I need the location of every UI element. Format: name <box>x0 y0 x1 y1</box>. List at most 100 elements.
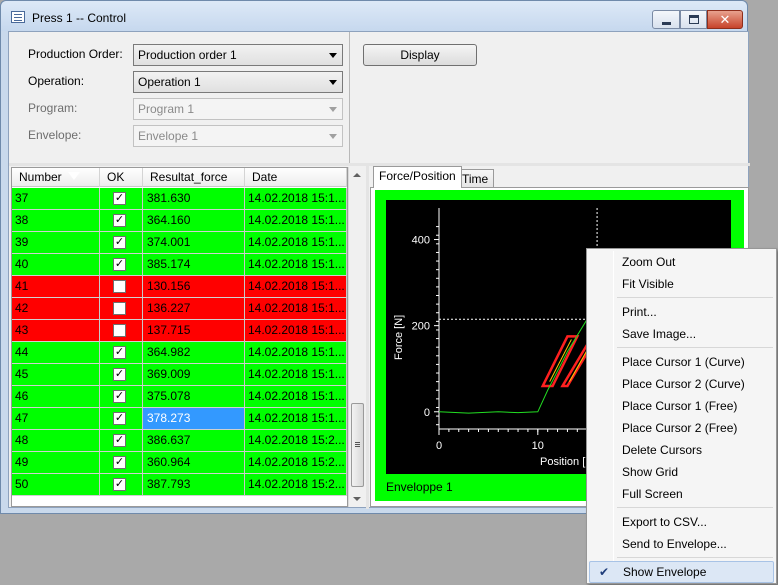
ok-checkbox[interactable]: ✓ <box>113 346 126 359</box>
cell-resultat-force[interactable]: 378.273 <box>143 408 245 429</box>
table-row[interactable]: 41 130.156 14.02.2018 15:1... <box>12 276 347 298</box>
menu-item-send-to-envelope[interactable]: Send to Envelope... <box>589 533 774 555</box>
column-header-ok[interactable]: OK <box>100 168 143 187</box>
vertical-splitter[interactable] <box>366 163 369 509</box>
cell-date[interactable]: 14.02.2018 15:1... <box>245 210 347 231</box>
ok-checkbox[interactable]: ✓ <box>113 214 126 227</box>
column-header-number[interactable]: Number <box>12 168 100 187</box>
cell-number[interactable]: 50 <box>12 474 100 495</box>
force-position-chart[interactable]: 400200001020 Force [N] Position [ <box>386 200 731 474</box>
cell-resultat-force[interactable]: 387.793 <box>143 474 245 495</box>
cell-number[interactable]: 41 <box>12 276 100 297</box>
maximize-button[interactable] <box>680 10 707 29</box>
menu-item-export-to-csv[interactable]: Export to CSV... <box>589 511 774 533</box>
display-button[interactable]: Display <box>363 44 477 66</box>
ok-checkbox[interactable]: ✓ <box>113 456 126 469</box>
cell-number[interactable]: 39 <box>12 232 100 253</box>
column-header-resultat-force[interactable]: Resultat_force <box>143 168 245 187</box>
ok-checkbox[interactable]: ✓ <box>113 478 126 491</box>
cell-resultat-force[interactable]: 137.715 <box>143 320 245 341</box>
table-row[interactable]: 44 ✓ 364.982 14.02.2018 15:1... <box>12 342 347 364</box>
ok-checkbox[interactable] <box>113 302 126 315</box>
cell-resultat-force[interactable]: 374.001 <box>143 232 245 253</box>
cell-date[interactable]: 14.02.2018 15:1... <box>245 254 347 275</box>
close-button[interactable]: ✕ <box>707 10 743 29</box>
cell-resultat-force[interactable]: 364.982 <box>143 342 245 363</box>
cell-date[interactable]: 14.02.2018 15:1... <box>245 342 347 363</box>
filter-icon[interactable] <box>66 170 82 181</box>
table-row[interactable]: 42 136.227 14.02.2018 15:1... <box>12 298 347 320</box>
ok-checkbox[interactable]: ✓ <box>113 368 126 381</box>
cell-resultat-force[interactable]: 364.160 <box>143 210 245 231</box>
ok-checkbox[interactable] <box>113 280 126 293</box>
operation-combo[interactable]: Operation 1 <box>133 71 343 93</box>
menu-item-print[interactable]: Print... <box>589 301 774 323</box>
cell-resultat-force[interactable]: 385.174 <box>143 254 245 275</box>
ok-checkbox[interactable]: ✓ <box>113 258 126 271</box>
menu-item-show-envelope[interactable]: ✔ Show Envelope <box>589 561 774 583</box>
menu-item-full-screen[interactable]: Full Screen <box>589 483 774 505</box>
grid-vertical-scrollbar[interactable] <box>348 167 365 507</box>
table-row[interactable]: 45 ✓ 369.009 14.02.2018 15:1... <box>12 364 347 386</box>
menu-item-place-cursor-2-curve[interactable]: Place Cursor 2 (Curve) <box>589 373 774 395</box>
scroll-down-icon[interactable] <box>353 497 361 501</box>
title-bar[interactable]: Press 1 -- Control ✕ <box>1 1 747 31</box>
ok-checkbox[interactable]: ✓ <box>113 390 126 403</box>
cell-number[interactable]: 49 <box>12 452 100 473</box>
table-row[interactable]: 39 ✓ 374.001 14.02.2018 15:1... <box>12 232 347 254</box>
cell-resultat-force[interactable]: 369.009 <box>143 364 245 385</box>
menu-item-show-grid[interactable]: Show Grid <box>589 461 774 483</box>
ok-checkbox[interactable]: ✓ <box>113 434 126 447</box>
cell-date[interactable]: 14.02.2018 15:2... <box>245 474 347 495</box>
ok-checkbox[interactable] <box>113 324 126 337</box>
cell-resultat-force[interactable]: 381.630 <box>143 188 245 209</box>
cell-number[interactable]: 46 <box>12 386 100 407</box>
cell-number[interactable]: 42 <box>12 298 100 319</box>
cell-date[interactable]: 14.02.2018 15:2... <box>245 430 347 451</box>
cell-date[interactable]: 14.02.2018 15:1... <box>245 298 347 319</box>
cell-date[interactable]: 14.02.2018 15:1... <box>245 276 347 297</box>
menu-item-save-image[interactable]: Save Image... <box>589 323 774 345</box>
cell-number[interactable]: 48 <box>12 430 100 451</box>
table-row[interactable]: 47 ✓ 378.273 14.02.2018 15:1... <box>12 408 347 430</box>
menu-item-place-cursor-1-free[interactable]: Place Cursor 1 (Free) <box>589 395 774 417</box>
cell-number[interactable]: 45 <box>12 364 100 385</box>
cell-date[interactable]: 14.02.2018 15:2... <box>245 452 347 473</box>
menu-item-fit-visible[interactable]: Fit Visible <box>589 273 774 295</box>
cell-date[interactable]: 14.02.2018 15:1... <box>245 386 347 407</box>
cell-number[interactable]: 44 <box>12 342 100 363</box>
cell-resultat-force[interactable]: 360.964 <box>143 452 245 473</box>
cell-number[interactable]: 43 <box>12 320 100 341</box>
table-row[interactable]: 49 ✓ 360.964 14.02.2018 15:2... <box>12 452 347 474</box>
cell-number[interactable]: 37 <box>12 188 100 209</box>
table-row[interactable]: 50 ✓ 387.793 14.02.2018 15:2... <box>12 474 347 496</box>
cell-resultat-force[interactable]: 130.156 <box>143 276 245 297</box>
tab-time[interactable]: Time <box>456 169 495 189</box>
ok-checkbox[interactable]: ✓ <box>113 192 126 205</box>
production-order-combo[interactable]: Production order 1 <box>133 44 343 66</box>
menu-item-place-cursor-1-curve[interactable]: Place Cursor 1 (Curve) <box>589 351 774 373</box>
cell-date[interactable]: 14.02.2018 15:1... <box>245 232 347 253</box>
cell-date[interactable]: 14.02.2018 15:1... <box>245 408 347 429</box>
cell-number[interactable]: 38 <box>12 210 100 231</box>
menu-item-delete-cursors[interactable]: Delete Cursors <box>589 439 774 461</box>
scrollbar-thumb[interactable] <box>351 403 364 487</box>
table-row[interactable]: 48 ✓ 386.637 14.02.2018 15:2... <box>12 430 347 452</box>
cell-resultat-force[interactable]: 375.078 <box>143 386 245 407</box>
ok-checkbox[interactable]: ✓ <box>113 412 126 425</box>
table-row[interactable]: 46 ✓ 375.078 14.02.2018 15:1... <box>12 386 347 408</box>
menu-item-place-cursor-2-free[interactable]: Place Cursor 2 (Free) <box>589 417 774 439</box>
menu-item-zoom-out[interactable]: Zoom Out <box>589 251 774 273</box>
horizontal-splitter[interactable] <box>9 163 750 166</box>
ok-checkbox[interactable]: ✓ <box>113 236 126 249</box>
table-row[interactable]: 37 ✓ 381.630 14.02.2018 15:1... <box>12 188 347 210</box>
minimize-button[interactable] <box>652 10 680 29</box>
tab-force-position[interactable]: Force/Position <box>373 166 462 188</box>
cell-date[interactable]: 14.02.2018 15:1... <box>245 364 347 385</box>
table-row[interactable]: 40 ✓ 385.174 14.02.2018 15:1... <box>12 254 347 276</box>
cell-number[interactable]: 40 <box>12 254 100 275</box>
column-header-date[interactable]: Date <box>245 168 347 187</box>
table-row[interactable]: 38 ✓ 364.160 14.02.2018 15:1... <box>12 210 347 232</box>
scroll-up-icon[interactable] <box>353 173 361 177</box>
cell-resultat-force[interactable]: 136.227 <box>143 298 245 319</box>
